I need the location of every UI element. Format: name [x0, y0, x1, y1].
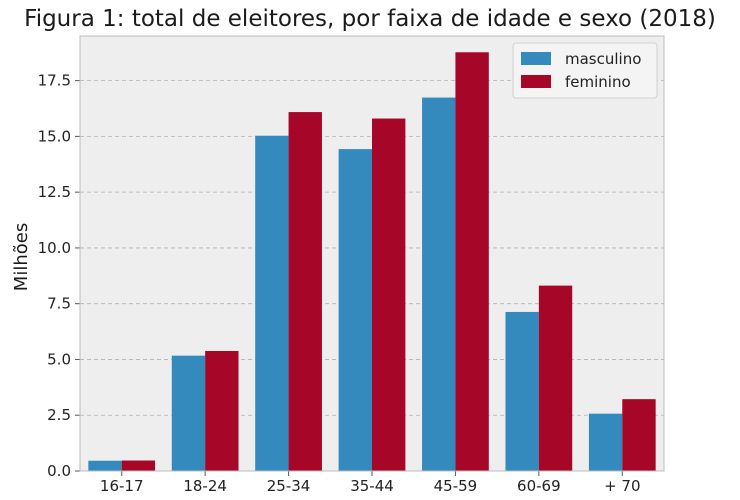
plot-area: 0.0 2.5 5.0 7.5 10.0 12.5 15.0 17.5 16-17 18-24 25…: [38, 35, 665, 495]
y-tick-label: 12.5: [38, 183, 71, 201]
legend-label-feminino: feminino: [565, 73, 631, 91]
bar-masculino-1824: [171, 355, 206, 471]
x-tick-label: 16-17: [100, 477, 144, 495]
bar-masculino-1617: [88, 460, 122, 471]
y-tick-label: 10.0: [38, 239, 71, 257]
bar-feminino-6069: [538, 285, 573, 471]
bar-feminino-4559: [455, 52, 489, 472]
y-tick-label: 5.0: [47, 350, 71, 368]
legend-swatch-feminino: [521, 75, 551, 88]
y-tick-label: 17.5: [38, 72, 71, 90]
x-tick-label: 35-44: [350, 477, 394, 495]
y-axis-label: Milhões: [11, 223, 32, 291]
x-tick-label: 45-59: [434, 477, 478, 495]
y-tick-label: 7.5: [47, 295, 71, 313]
bar-feminino-3544: [372, 118, 406, 472]
x-tick-label: 18-24: [183, 477, 227, 495]
x-tick-label: 25-34: [267, 477, 311, 495]
bar-feminino-70: [622, 399, 656, 471]
legend-swatch-masculino: [521, 52, 551, 65]
x-tick-label: + 70: [604, 477, 640, 495]
bar-feminino-2534: [288, 112, 322, 472]
y-tick-label: 0.0: [47, 462, 71, 480]
bar-masculino-3544: [338, 149, 372, 471]
bar-masculino-2534: [255, 135, 289, 471]
x-tick-label: 60-69: [517, 477, 561, 495]
bar-feminino-1617: [121, 460, 156, 471]
bar-masculino-4559: [422, 97, 456, 472]
legend-label-masculino: masculino: [565, 50, 641, 68]
chart-title: Figura 1: total de eleitores, por faixa …: [24, 6, 716, 32]
y-tick-label: 15.0: [38, 127, 71, 145]
y-tick-label: 2.5: [47, 406, 71, 424]
plot-border: [79, 35, 665, 472]
bar-masculino-70: [588, 413, 623, 471]
bar-feminino-1824: [205, 350, 239, 471]
legend: masculino feminino: [512, 42, 658, 99]
bar-masculino-6069: [505, 311, 539, 471]
